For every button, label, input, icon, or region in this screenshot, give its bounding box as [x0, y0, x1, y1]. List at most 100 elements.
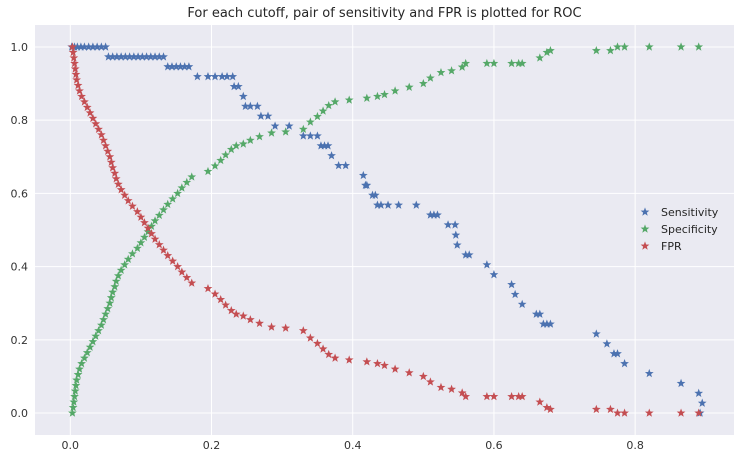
sensitivity-point [542, 319, 552, 328]
fpr-point [128, 201, 137, 210]
fpr-point [330, 353, 340, 362]
y-tick-label: 0.2 [11, 334, 29, 347]
fpr-point [70, 64, 80, 73]
sensitivity-point [129, 52, 139, 61]
fpr-point [298, 326, 308, 335]
fpr-point [305, 333, 315, 342]
sensitivity-point [116, 52, 126, 61]
specificity-point [620, 42, 629, 51]
fpr-point [80, 97, 89, 106]
x-gridlines [69, 25, 636, 435]
specificity-point [72, 375, 82, 384]
sensitivity-point [104, 52, 113, 61]
specificity-point [517, 58, 527, 68]
specificity-point [110, 282, 120, 291]
specificity-point [489, 58, 499, 68]
specificity-point [318, 106, 328, 115]
specificity-point [99, 315, 108, 324]
sensitivity-point [184, 62, 194, 71]
specificity-point [226, 144, 236, 154]
specificity-point [113, 271, 123, 280]
fpr-point [324, 349, 334, 359]
fpr-point [187, 278, 197, 287]
specificity-point [373, 91, 382, 101]
sensitivity-point [323, 141, 333, 150]
fpr-point [69, 53, 79, 62]
fpr-point [482, 391, 492, 401]
fpr-point [159, 245, 168, 254]
specificity-point [116, 265, 126, 274]
specificity-point [96, 320, 106, 329]
specificity-point [68, 402, 78, 412]
sensitivity-point [133, 52, 143, 61]
specificity-point [482, 58, 492, 68]
specificity-point [173, 188, 182, 198]
specificity-point [676, 42, 686, 51]
fpr-point [245, 315, 255, 324]
fpr-point [163, 251, 173, 260]
sensitivity-point [298, 131, 308, 140]
fpr-point [447, 384, 456, 393]
sensitivity-point [376, 200, 386, 209]
specificity-point [281, 127, 291, 136]
fpr-point [173, 262, 182, 271]
fpr-point [644, 408, 654, 417]
sensitivity-point [176, 62, 185, 71]
y-gridlines [35, 46, 734, 414]
fpr-point [105, 152, 115, 161]
fpr-point [150, 234, 160, 243]
specificity-point [85, 342, 95, 351]
sensitivity-point [228, 72, 238, 81]
fpr-point [517, 391, 527, 401]
fpr-point [694, 408, 704, 417]
sensitivity-point [210, 72, 220, 81]
legend-label-sensitivity: Sensitivity [661, 206, 719, 219]
specificity-point [70, 386, 80, 395]
fpr-point [373, 359, 382, 368]
specificity-point [75, 364, 84, 373]
x-tick-labels: 0.0 0.2 0.4 0.6 0.8 [62, 439, 644, 452]
sensitivity-point [489, 270, 499, 279]
specificity-point [362, 93, 372, 102]
specificity-point [344, 95, 354, 104]
specificity-point [150, 216, 160, 225]
fpr-point [404, 368, 414, 377]
fpr-point [91, 119, 101, 128]
sensitivity-point [591, 329, 601, 338]
fpr-point [318, 344, 328, 353]
fpr-point [606, 404, 615, 414]
sensitivity-point [370, 190, 380, 199]
legend-label-fpr: FPR [661, 240, 682, 253]
legend-marker-specificity [640, 224, 650, 233]
specificity-point [461, 58, 471, 68]
fpr-point [75, 86, 84, 95]
fpr-point [70, 58, 79, 68]
sensitivity-point [163, 62, 173, 71]
fpr-point [68, 47, 78, 57]
x-tick-label: 0.8 [626, 439, 644, 452]
specificity-point [106, 293, 116, 302]
sensitivity-point [217, 72, 227, 81]
fpr-point [71, 69, 81, 79]
sensitivity-point [538, 319, 548, 328]
specificity-point [123, 254, 133, 264]
sensitivity-point [142, 52, 151, 61]
sensitivity-point [697, 398, 707, 407]
sensitivity-point [450, 220, 460, 229]
specificity-point [305, 117, 315, 126]
sensitivity-point [146, 52, 156, 61]
fpr-point [380, 360, 389, 370]
fpr-point [77, 91, 86, 101]
specificity-point [426, 73, 435, 82]
sensitivity-point [125, 52, 134, 61]
sensitivity-point [180, 62, 190, 71]
sensitivity-point [270, 121, 280, 130]
sensitivity-point [241, 101, 250, 110]
specificity-point [101, 309, 110, 318]
specificity-point [136, 238, 146, 247]
y-tick-label: 0.6 [11, 187, 29, 200]
sensitivity-point [362, 180, 372, 190]
sensitivity-point [167, 62, 177, 71]
sensitivity-point [313, 131, 322, 140]
specificity-point [69, 397, 79, 406]
